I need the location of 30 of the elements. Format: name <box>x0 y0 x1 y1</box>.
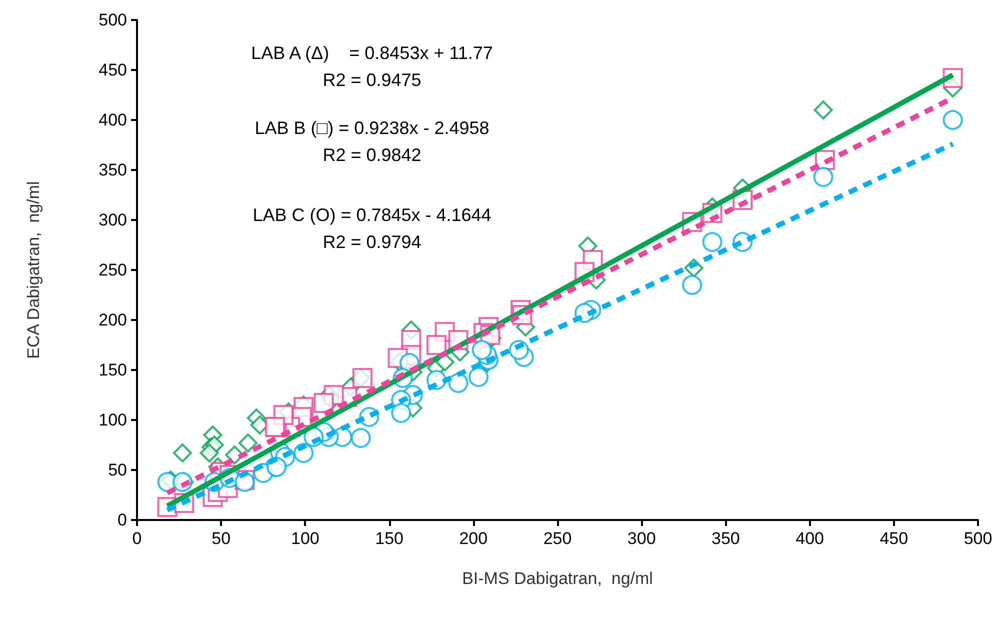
y-tick-label: 50 <box>108 460 127 480</box>
x-tick-label: 400 <box>796 529 824 548</box>
y-tick-label: 150 <box>98 360 127 380</box>
x-tick-label: 300 <box>627 529 656 548</box>
x-tick-label: 450 <box>880 529 908 548</box>
annotation: R2 = 0.9794 <box>322 232 422 252</box>
y-tick-label: 200 <box>98 310 127 330</box>
annotation: LAB C (O) = 0.7845x - 4.1644 <box>252 205 492 225</box>
x-tick-label: 200 <box>459 529 488 548</box>
y-tick-label: 400 <box>98 110 127 130</box>
x-tick-label: 350 <box>712 529 740 548</box>
y-tick-label: 100 <box>98 410 127 430</box>
annotation: LAB B (□) = 0.9238x - 2.4958 <box>254 118 490 138</box>
x-tick-label: 0 <box>132 529 142 548</box>
x-tick-label: 150 <box>375 529 404 548</box>
y-tick-label: 0 <box>118 510 127 530</box>
annotation: LAB A (Δ) = 0.8453x + 11.77 <box>251 43 493 63</box>
y-tick-label: 250 <box>98 260 127 280</box>
x-tick-label: 50 <box>212 529 231 548</box>
annotation: R2 = 0.9475 <box>322 70 422 90</box>
y-tick-label: 500 <box>98 10 127 30</box>
x-tick-label: 100 <box>291 529 320 548</box>
y-tick-label: 450 <box>98 60 127 80</box>
x-axis-title: BI-MS Dabigatran, ng/ml <box>462 569 653 588</box>
x-tick-label: 500 <box>964 529 992 548</box>
y-tick-label: 300 <box>98 210 127 230</box>
x-tick-label: 250 <box>543 529 572 548</box>
annotation: R2 = 0.9842 <box>322 145 422 165</box>
y-tick-label: 350 <box>98 160 127 180</box>
y-axis-title: ECA Dabigatran, ng/ml <box>24 181 43 359</box>
